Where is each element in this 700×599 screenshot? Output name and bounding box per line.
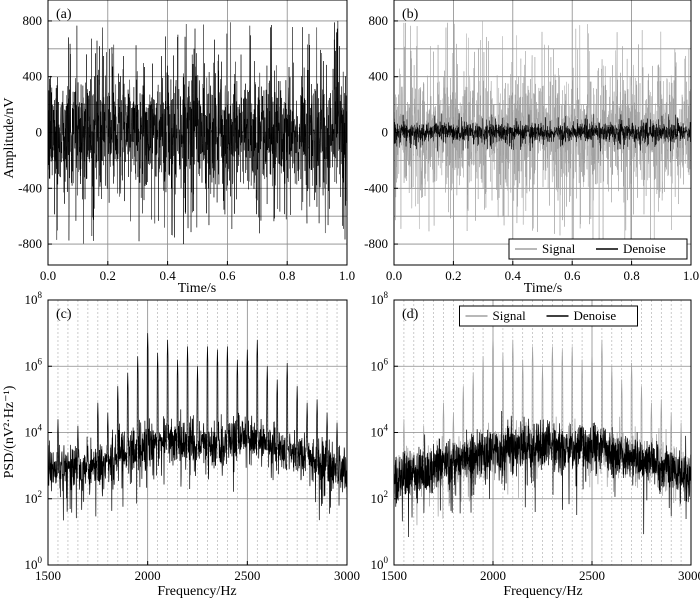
legend-label-signal: Signal — [493, 308, 527, 323]
x-tick-label: 0.0 — [386, 268, 402, 283]
x-tick-label: 2000 — [480, 568, 506, 583]
series-trace-0 — [48, 20, 347, 245]
panel-label: (b) — [402, 7, 419, 22]
y-tick-label: 100 — [371, 555, 389, 572]
x-tick-label: 1500 — [381, 568, 407, 583]
y-tick-label: 102 — [25, 489, 43, 506]
x-tick-label: 0.2 — [445, 268, 461, 283]
x-tick-label: 0.8 — [623, 268, 639, 283]
legend: Signal Denoise — [459, 305, 638, 327]
y-tick-label: -400 — [18, 180, 42, 195]
x-tick-label: 3000 — [334, 568, 360, 583]
y-tick-label: 108 — [25, 290, 43, 307]
x-tick-label: 2500 — [234, 568, 260, 583]
series-denoise — [394, 113, 691, 152]
x-tick-label: 3000 — [678, 568, 700, 583]
series-signal — [394, 20, 691, 244]
series-denoise — [394, 411, 691, 538]
y-tick-label: 0 — [382, 125, 389, 140]
panel-b: Time/s (b) 0.0 0.2 0.4 0.6 0.8 1.0 800 400 0 -400 -… — [364, 0, 699, 296]
x-tick-label: 2500 — [579, 568, 605, 583]
legend-label-denoise: Denoise — [623, 241, 666, 256]
panel-d: Frequency/Hz (d) 1500 2000 2500 3000 100 102 10… — [371, 290, 700, 599]
panel-label: (c) — [56, 307, 72, 322]
y-tick-label: 400 — [369, 69, 389, 84]
legend-label-denoise: Denoise — [574, 308, 617, 323]
x-tick-label: 1500 — [35, 568, 61, 583]
x-tick-label: 2000 — [135, 568, 161, 583]
ylabel-c: PSD/(nV²·Hz⁻¹) — [2, 385, 17, 478]
legend: Signal Denoise — [508, 238, 688, 260]
series-signal — [394, 333, 691, 526]
y-tick-label: 104 — [25, 423, 43, 440]
x-tick-label: 1.0 — [683, 268, 699, 283]
x-tick-label: 0.4 — [505, 268, 522, 283]
y-tick-label: -800 — [18, 236, 42, 251]
x-tick-label: 0.2 — [100, 268, 116, 283]
y-tick-label: 0 — [36, 125, 43, 140]
x-tick-label: 0.0 — [40, 268, 56, 283]
y-tick-label: 102 — [371, 489, 389, 506]
x-tick-label: 0.6 — [219, 268, 236, 283]
y-tick-label: -800 — [364, 236, 388, 251]
x-tick-label: 0.6 — [564, 268, 581, 283]
xlabel-a: Time/s — [178, 281, 216, 296]
y-tick-label: 104 — [371, 423, 389, 440]
y-tick-label: 108 — [371, 290, 389, 307]
y-tick-label: 100 — [25, 555, 43, 572]
xlabel-d: Frequency/Hz — [503, 584, 582, 599]
y-tick-label: 106 — [25, 356, 43, 373]
x-tick-label: 1.0 — [339, 268, 355, 283]
panel-label: (a) — [56, 7, 72, 22]
series-trace-0 — [48, 333, 347, 521]
y-tick-label: -400 — [364, 180, 388, 195]
ylabel-a: Amplitude/nV — [2, 98, 17, 179]
panel-label: (d) — [402, 307, 419, 322]
xlabel-b: Time/s — [524, 281, 562, 296]
panel-a: Amplitude/nV Time/s (a) 0.0 0.2 0.4 0.6 0.8 1.… — [2, 0, 355, 296]
x-tick-label: 0.8 — [279, 268, 295, 283]
y-tick-label: 400 — [23, 69, 43, 84]
xlabel-c: Frequency/Hz — [157, 584, 236, 599]
panel-c: PSD/(nV²·Hz⁻¹) Frequency/Hz (c) 1500 2000 2… — [2, 290, 360, 599]
y-tick-label: 800 — [369, 13, 389, 28]
legend-label-signal: Signal — [542, 241, 576, 256]
y-tick-label: 106 — [371, 356, 389, 373]
x-tick-label: 0.4 — [159, 268, 176, 283]
y-tick-label: 800 — [23, 13, 43, 28]
